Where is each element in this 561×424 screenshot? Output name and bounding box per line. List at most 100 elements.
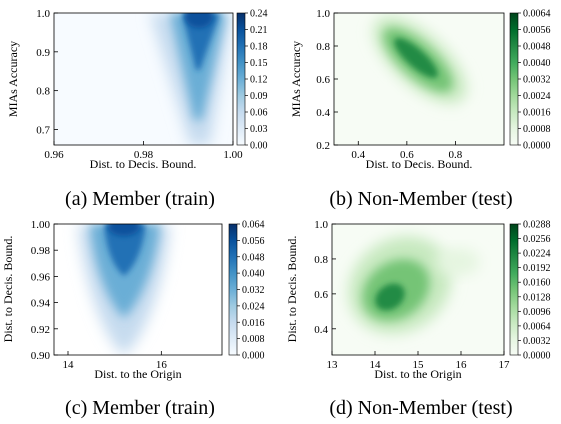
xlabel-d: Dist. to the Origin <box>374 367 461 381</box>
x-tick-label: 0.8 <box>449 149 463 161</box>
heatmap-a <box>150 13 232 145</box>
colorbar-tick-label: 0.008 <box>242 334 265 345</box>
colorbar-tick-label: 0.06 <box>250 108 268 119</box>
density-d-core <box>375 283 405 311</box>
density-b-core <box>394 38 438 78</box>
x-tick-label: 13 <box>327 359 339 371</box>
colorbar-tick-label: 0.0192 <box>523 263 551 274</box>
y-tick-label: 0.8 <box>36 86 50 98</box>
colorbar-tick-label: 0.0064 <box>523 9 551 20</box>
y-tick-label: 1.0 <box>316 8 330 20</box>
y-tick-label: 0.8 <box>314 254 328 266</box>
frame-c <box>53 223 223 356</box>
y-tick-label: 0.6 <box>316 74 330 86</box>
heatmap-b <box>373 16 467 104</box>
colorbar-tick-label: 0.0056 <box>523 25 551 36</box>
colorbar-tick-label: 0.000 <box>242 351 265 362</box>
colorbar-tick-label: 0.0064 <box>523 321 551 332</box>
density-a-peak <box>185 13 213 28</box>
x-tick-label: 0.96 <box>44 149 64 161</box>
colorbar-ticks-c: 0.064 0.056 0.048 0.040 0.032 0.024 0.016 0.008… <box>237 220 265 362</box>
density-c-core <box>104 224 146 276</box>
colorbar-c <box>228 223 238 356</box>
y-tick-label: 0.6 <box>314 289 328 301</box>
ylabel-b: MIAs Accuracy <box>289 41 303 117</box>
x-tick-label: 1.00 <box>223 149 243 161</box>
heatmap-c <box>78 224 170 355</box>
x-tick-label: 14 <box>63 359 75 371</box>
colorbar-tick-label: 0.0008 <box>523 124 551 135</box>
xlabel-c: Dist. to the Origin <box>94 367 181 381</box>
colorbar-tick-label: 0.03 <box>250 124 268 135</box>
panel-b: 0.4 0.6 0.8 0.2 0.4 0.6 0.8 1.0 Dist. to Decis.… <box>289 8 551 171</box>
y-tick-label: 0.94 <box>31 298 51 310</box>
density-c-peak <box>108 224 140 236</box>
colorbar-tick-label: 0.056 <box>242 236 265 247</box>
y-tick-label: 0.98 <box>31 245 51 257</box>
y-tick-label: 0.4 <box>316 107 330 119</box>
colorbar-ticks-a: 0.24 0.21 0.18 0.15 0.12 0.09 0.06 0.03 0.00 <box>245 9 268 152</box>
colorbar-ticks-d: 0.0288 0.0256 0.0224 0.0192 0.0160 0.0128 0.00… <box>518 220 551 362</box>
y-tick-label: 0.9 <box>36 47 50 59</box>
density-d-tail <box>436 248 480 276</box>
ylabel-d: Dist. to Decis. Bound. <box>285 236 299 343</box>
x-tick-label: 16 <box>456 359 468 371</box>
colorbar-tick-label: 0.00 <box>250 141 268 152</box>
x-tick-label: 16 <box>156 359 168 371</box>
colorbar-tick-label: 0.0160 <box>523 278 551 289</box>
y-tick-label: 0.96 <box>31 271 51 283</box>
colorbar-tick-label: 0.032 <box>242 285 265 296</box>
y-tick-label: 0.8 <box>316 41 330 53</box>
colorbar-tick-label: 0.12 <box>250 75 268 86</box>
caption-b: (b) Non-Member (test) <box>329 188 513 210</box>
caption-a: (a) Member (train) <box>65 188 215 210</box>
colorbar-tick-label: 0.0032 <box>523 75 551 86</box>
colorbar-tick-label: 0.0224 <box>523 249 551 260</box>
xlabel-a: Dist. to Decis. Bound. <box>90 157 197 171</box>
caption-d: (d) Non-Member (test) <box>329 397 513 419</box>
x-tick-label: 15 <box>413 359 425 371</box>
colorbar-tick-label: 0.016 <box>242 318 265 329</box>
y-tick-label: 1.0 <box>314 219 328 231</box>
colorbar-tick-label: 0.0288 <box>523 220 551 231</box>
ylabel-c: Dist. to Decis. Bound. <box>1 236 15 343</box>
axis-ticks-b: 0.4 0.6 0.8 0.2 0.4 0.6 0.8 1.0 <box>316 8 463 161</box>
panel-d: 13 14 15 16 17 0.4 0.6 0.8 1.0 Dist. to the Orig… <box>285 219 551 381</box>
colorbar-tick-label: 0.09 <box>250 91 268 102</box>
x-tick-label: 0.6 <box>400 149 414 161</box>
colorbar-tick-label: 0.024 <box>242 301 265 312</box>
colorbar-tick-label: 0.064 <box>242 220 265 231</box>
colorbar-tick-label: 0.0040 <box>523 58 551 69</box>
colorbar-tick-label: 0.0024 <box>523 91 551 102</box>
axis-ticks-a: 0.96 0.98 1.00 0.7 0.8 0.9 1.0 <box>36 8 243 161</box>
colorbar-tick-label: 0.0128 <box>523 292 551 303</box>
colorbar-a <box>236 12 246 146</box>
colorbar-tick-label: 0.0000 <box>523 351 551 362</box>
colorbar-tick-label: 0.0096 <box>523 307 551 318</box>
panel-c: 14 16 0.90 0.92 0.94 0.96 0.98 1.00 Dist. to th… <box>1 219 265 381</box>
caption-c: (c) Member (train) <box>65 397 215 419</box>
y-tick-label: 0.4 <box>314 324 328 336</box>
colorbar-tick-label: 0.0016 <box>523 108 551 119</box>
y-tick-label: 0.92 <box>31 324 50 336</box>
colorbar-tick-label: 0.0048 <box>523 42 551 53</box>
ylabel-a: MIAs Accuracy <box>6 41 20 117</box>
colorbar-tick-label: 0.0000 <box>523 141 551 152</box>
colorbar-tick-label: 0.040 <box>242 269 265 280</box>
colorbar-tick-label: 0.048 <box>242 252 265 263</box>
axis-ticks-c: 14 16 0.90 0.92 0.94 0.96 0.98 1.00 <box>31 219 168 371</box>
panel-a: 0.96 0.98 1.00 0.7 0.8 0.9 1.0 Dist. to Decis.… <box>6 8 268 171</box>
colorbar-tick-label: 0.18 <box>250 42 268 53</box>
axis-ticks-d: 13 14 15 16 17 0.4 0.6 0.8 1.0 <box>314 219 510 371</box>
colorbar-tick-label: 0.0032 <box>523 336 551 347</box>
y-tick-label: 0.2 <box>316 140 330 152</box>
y-tick-label: 1.0 <box>36 8 50 20</box>
x-tick-label: 0.4 <box>351 149 365 161</box>
colorbar-tick-label: 0.15 <box>250 58 268 69</box>
x-tick-label: 14 <box>370 359 382 371</box>
colorbar-tick-label: 0.21 <box>250 25 268 36</box>
colorbar-d <box>509 223 519 356</box>
y-tick-label: 0.7 <box>36 124 50 136</box>
y-tick-label: 0.90 <box>31 350 51 362</box>
